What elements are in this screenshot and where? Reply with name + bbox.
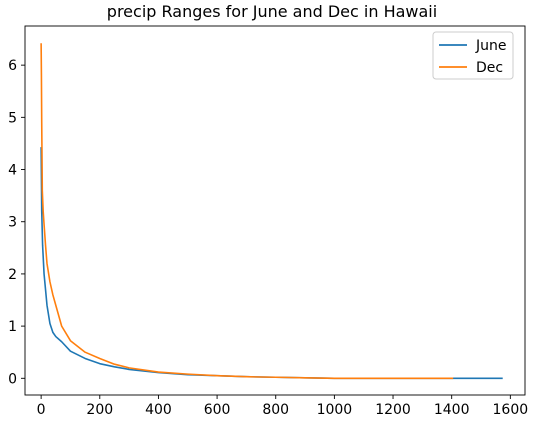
x-tick-label: 1000 — [317, 402, 353, 418]
x-tick-label: 1400 — [434, 402, 470, 418]
legend: June Dec — [433, 32, 513, 79]
chart-title: precip Ranges for June and Dec in Hawaii — [107, 2, 437, 21]
y-tick-label: 5 — [8, 110, 17, 126]
y-tick-label: 2 — [8, 267, 17, 283]
legend-label-dec: Dec — [476, 60, 503, 76]
y-tick-label: 1 — [8, 319, 17, 335]
x-tick-label: 1200 — [375, 402, 411, 418]
legend-label-june: June — [475, 38, 507, 54]
x-tick-label: 400 — [145, 402, 172, 418]
x-tick-label: 200 — [86, 402, 113, 418]
x-tick-label: 0 — [37, 402, 46, 418]
y-tick-label: 6 — [8, 58, 17, 74]
x-tick-label: 600 — [204, 402, 231, 418]
x-tick-label: 800 — [262, 402, 289, 418]
y-tick-label: 4 — [8, 163, 17, 179]
y-tick-label: 3 — [8, 215, 17, 231]
x-tick-label: 1600 — [493, 402, 529, 418]
y-tick-label: 0 — [8, 371, 17, 387]
